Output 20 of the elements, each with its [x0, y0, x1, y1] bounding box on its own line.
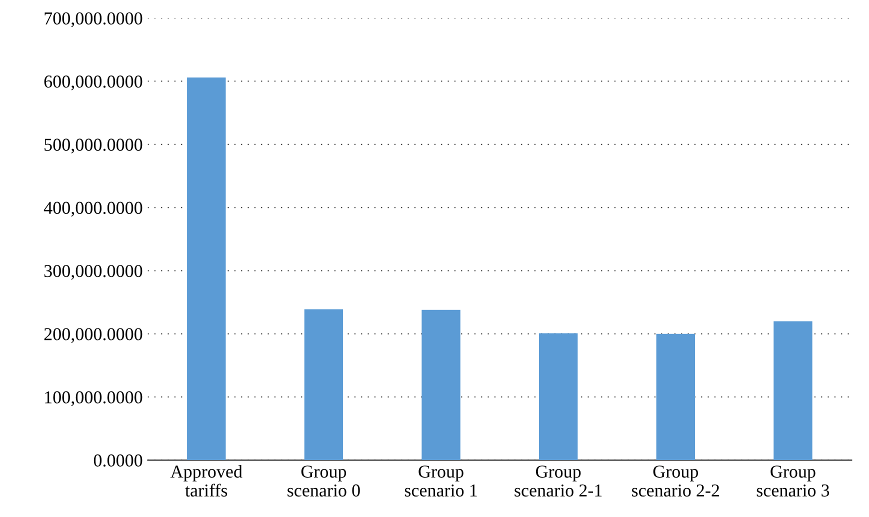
y-tick-label: 0.0000 [94, 454, 142, 467]
y-tick-label: 600,000.0000 [44, 76, 142, 90]
y-tick-label: 300,000.0000 [44, 264, 142, 280]
y-tick-label: 200,000.0000 [44, 328, 142, 343]
bar [774, 321, 812, 460]
bar [656, 334, 696, 460]
x-tick-label: Group scenario 2-1 [514, 466, 602, 497]
x-tick-label: Group scenario 0 [288, 466, 360, 497]
x-tick-label: Group scenario 3 [756, 466, 830, 497]
y-tick-label: 500,000.0000 [44, 138, 142, 154]
x-tick-label: Approved tariffs [170, 464, 242, 497]
y-tick-label: 400,000.0000 [44, 202, 142, 217]
x-tick-label: Group scenario 2-2 [632, 466, 720, 497]
x-tick-label: Group scenario 1 [404, 466, 477, 497]
bar [187, 77, 226, 460]
y-tick-label: 100,000.0000 [45, 391, 142, 406]
bar [538, 333, 578, 460]
y-tick-label: 700,000.0000 [44, 12, 142, 28]
bar [304, 309, 344, 460]
bar [422, 310, 460, 460]
